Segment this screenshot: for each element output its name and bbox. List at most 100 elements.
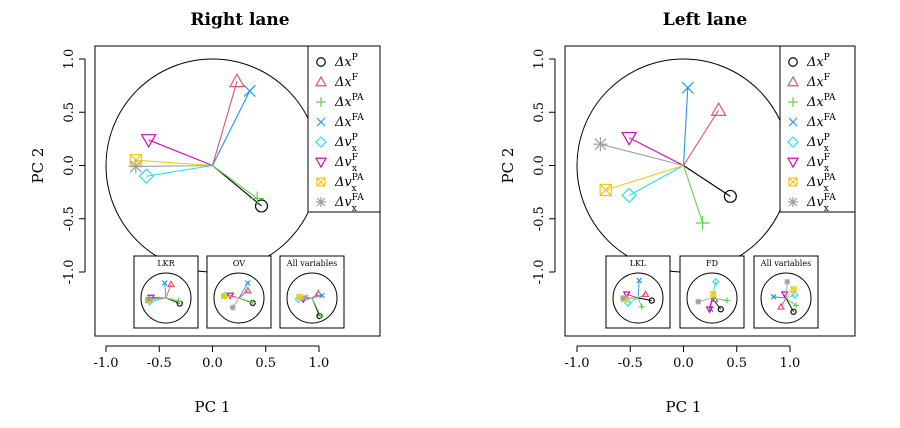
inset-loading-point	[705, 306, 714, 314]
loading-point	[621, 187, 638, 204]
x-tick-label: 1.0	[309, 356, 330, 371]
loading-line	[605, 164, 684, 191]
loading-line	[211, 81, 238, 166]
legend-marker	[786, 157, 800, 169]
loading-line	[628, 137, 684, 166]
x-tick-label: 1.0	[780, 356, 801, 371]
x-axis-label: PC 1	[666, 398, 702, 416]
inset-loading-point	[695, 298, 702, 305]
inset-loading-line	[785, 297, 797, 306]
legend-frame	[779, 45, 856, 213]
loading-point	[254, 199, 269, 213]
y-tick-label: -0.5	[62, 206, 77, 231]
legend-label: ΔvPA x	[806, 173, 836, 194]
x-tick-label: 0.0	[202, 356, 223, 371]
legend-label: ΔxFA	[334, 113, 364, 130]
y-tick-label: -1.0	[532, 259, 547, 284]
inset-frame	[206, 255, 272, 329]
loading-line	[212, 165, 262, 207]
legend-marker	[316, 97, 326, 107]
x-tick-label: -1.0	[564, 356, 589, 371]
inset-circle	[686, 272, 738, 324]
x-tick-label: 0.5	[726, 356, 747, 371]
loading-line	[600, 143, 684, 167]
inset-circle	[760, 272, 812, 324]
loading-line	[212, 165, 258, 199]
inset-loading-point	[770, 293, 777, 300]
legend-marker	[788, 97, 798, 107]
inset-loading-line	[164, 282, 167, 299]
loading-line	[146, 164, 213, 177]
y-tick-label: 0.0	[532, 155, 547, 176]
inset-loading-line	[238, 297, 253, 303]
inset-loading-point	[790, 286, 797, 293]
loading-point	[228, 73, 246, 88]
legend-marker	[786, 75, 800, 87]
inset-title: All variables	[760, 259, 811, 268]
loading-point	[599, 183, 612, 197]
y-tick-label: 0.5	[532, 102, 547, 123]
x-tick-label: 0.0	[673, 356, 694, 371]
inset-panel: LKL	[605, 255, 671, 329]
inset-loading-line	[311, 297, 322, 317]
chart-title: Left lane	[663, 10, 748, 30]
inset-loading-line	[785, 294, 795, 299]
loading-point	[723, 189, 737, 203]
inset-title: All variables	[286, 259, 337, 268]
inset-loading-point	[145, 296, 152, 303]
legend-label: ΔxF	[806, 73, 830, 90]
inset-loading-point	[648, 297, 655, 304]
legend-marker	[315, 136, 327, 148]
inset-title: LKL	[630, 259, 647, 268]
legend-label: ΔxF	[334, 73, 358, 90]
inset-loading-point	[784, 278, 791, 285]
inset-circle	[140, 272, 192, 324]
inset-loading-point	[317, 313, 324, 319]
legend-label: ΔxPA	[334, 93, 364, 110]
inset-panel: OV	[206, 255, 272, 329]
inset-loading-point	[226, 292, 235, 300]
x-axis: -1.0 -0.5 0.0 0.5 1.0	[564, 345, 801, 371]
legend-marker	[787, 136, 799, 148]
loading-line	[135, 159, 213, 167]
legend-label: ΔxP	[806, 53, 830, 70]
x-axis: -1.0 -0.5 0.0 0.5 1.0	[93, 345, 330, 371]
inset-frame	[279, 255, 345, 329]
inset-title: FD	[706, 259, 718, 268]
loading-line	[682, 165, 704, 224]
inset-loading-point	[296, 293, 303, 300]
x-tick-label: -0.5	[618, 356, 643, 371]
legend-label: ΔxPA	[806, 93, 836, 110]
inset-loading-point	[249, 299, 256, 306]
inset-panel: All variables	[753, 255, 819, 329]
legend-label: ΔxP	[334, 53, 358, 70]
inset-loading-point	[244, 280, 251, 286]
inset-panel: All variables	[279, 255, 345, 329]
inset-loading-point	[790, 308, 797, 315]
inset-title: LKR	[157, 259, 175, 268]
legend-marker	[788, 197, 798, 207]
y-tick-label: 0.0	[62, 155, 77, 176]
y-axis-label: PC 2	[29, 148, 47, 184]
loading-point	[140, 134, 157, 149]
inset-loading-point	[710, 291, 717, 298]
loading-point	[250, 191, 265, 206]
loading-point	[695, 216, 710, 231]
inset-loading-point	[793, 302, 799, 309]
x-axis-label: PC 1	[195, 398, 231, 416]
inset-loading-line	[637, 293, 646, 299]
inset-panel: FD	[679, 255, 745, 329]
inset-loading-point	[724, 297, 730, 304]
inset-loading-point	[221, 293, 228, 300]
legend-label: ΔxFA	[806, 113, 836, 130]
legend-marker	[316, 57, 326, 67]
y-axis: -1.0 -0.5 0.0 0.5 1.0	[532, 49, 556, 285]
loading-line	[683, 109, 720, 166]
legend-marker	[788, 57, 798, 67]
inset-loading-point	[302, 294, 309, 301]
inset-loading-point	[636, 277, 643, 284]
inset-circle	[612, 272, 664, 324]
